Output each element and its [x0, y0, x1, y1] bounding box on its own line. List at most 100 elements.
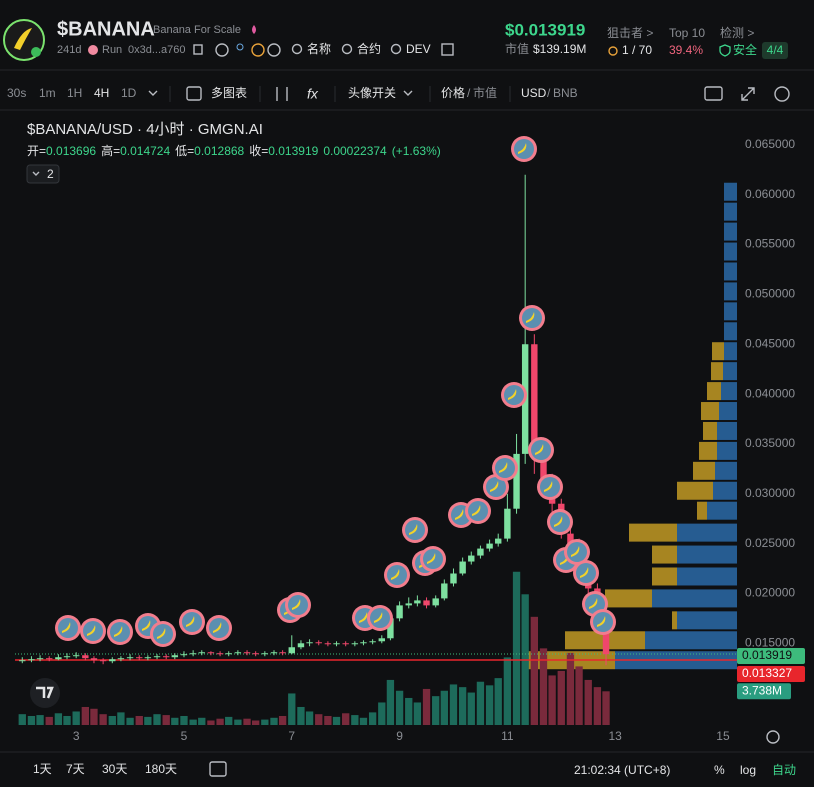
copy-icon[interactable]	[193, 44, 203, 55]
chart-icon[interactable]	[267, 43, 281, 57]
expand-icon[interactable]	[741, 87, 755, 101]
interval[interactable]: 30s	[7, 86, 26, 100]
indicators[interactable]: fx	[307, 86, 319, 102]
search-icon[interactable]	[341, 43, 353, 55]
candle-body	[144, 657, 152, 659]
range-button[interactable]: 30天	[102, 762, 127, 776]
snipers-label[interactable]: 狙击者 >	[607, 26, 653, 40]
candle-body	[90, 658, 98, 661]
settings-icon[interactable]	[774, 86, 790, 102]
range-button[interactable]: 180天	[145, 762, 177, 776]
trade-avatar[interactable]	[384, 562, 410, 588]
candle-body	[540, 453, 547, 484]
hidden-count[interactable]: 2	[47, 167, 54, 181]
trade-avatar[interactable]	[511, 136, 537, 162]
volume-bar	[153, 714, 161, 725]
address[interactable]: 0x3d...a760	[128, 44, 186, 56]
trade-avatar[interactable]	[80, 618, 106, 644]
candle-body	[234, 652, 242, 654]
bnb[interactable]: BNB	[553, 86, 578, 100]
candle-body	[441, 583, 448, 599]
x-tick-label: 7	[288, 729, 295, 743]
avatar-banana	[213, 622, 222, 633]
candle-icon[interactable]	[276, 87, 288, 101]
avatar-banana	[597, 616, 606, 627]
link-contract[interactable]: 合约	[357, 41, 381, 56]
twitter-icon[interactable]	[236, 43, 244, 51]
volume-bar	[602, 691, 610, 725]
scale-option[interactable]: log	[740, 763, 756, 777]
trade-avatar[interactable]	[367, 605, 393, 631]
interval[interactable]: 4H	[94, 86, 109, 100]
volume-bar	[305, 711, 314, 725]
price-mode[interactable]: 价格	[441, 85, 465, 100]
avatar-toggle[interactable]: 头像开关	[348, 86, 396, 100]
date-range-icon[interactable]	[209, 761, 227, 777]
profile-buy	[629, 523, 677, 542]
interval[interactable]: 1H	[67, 86, 82, 100]
trade-avatar[interactable]	[501, 382, 527, 408]
candle-body	[342, 643, 349, 645]
trade-avatar[interactable]	[519, 305, 545, 331]
separator: /	[467, 86, 471, 100]
trade-avatar[interactable]	[492, 455, 518, 481]
warn-icon[interactable]	[251, 43, 265, 57]
candle-body	[324, 643, 332, 645]
trade-avatar[interactable]	[107, 619, 133, 645]
mcap-mode[interactable]: 市值	[473, 85, 497, 100]
check-label[interactable]: 检测 >	[720, 25, 754, 40]
interval[interactable]: 1m	[39, 86, 56, 100]
camera-icon[interactable]	[704, 86, 723, 101]
range-button[interactable]: 7天	[66, 762, 85, 776]
run: Run	[102, 44, 122, 56]
link-name[interactable]: 名称	[307, 41, 331, 56]
candle-body	[387, 618, 394, 639]
axis-settings[interactable]	[766, 730, 780, 744]
share-icon[interactable]	[441, 43, 454, 56]
trade-avatar[interactable]	[420, 546, 446, 572]
volume-bar	[405, 697, 413, 725]
add-icon[interactable]	[186, 86, 202, 101]
trade-avatar[interactable]	[547, 509, 573, 535]
trade-avatar[interactable]	[573, 560, 599, 586]
trade-avatar[interactable]	[564, 539, 590, 565]
scale-option[interactable]: 自动	[772, 763, 796, 777]
multi-chart[interactable]: 多图表	[211, 86, 247, 100]
x-tick-label: 11	[501, 729, 514, 743]
trade-avatar[interactable]	[179, 609, 205, 635]
trade-avatar[interactable]	[206, 615, 232, 641]
trade-avatar[interactable]	[285, 592, 311, 618]
candle-body	[162, 656, 170, 658]
search-icon[interactable]	[291, 43, 303, 55]
trade-avatar[interactable]	[150, 621, 176, 647]
scale-option[interactable]: %	[714, 763, 725, 777]
trade-avatar[interactable]	[55, 615, 81, 641]
range-button[interactable]: 1天	[33, 762, 52, 776]
candle-body	[468, 555, 475, 562]
collapse-button[interactable]	[26, 164, 60, 184]
trade-avatar[interactable]	[590, 609, 616, 635]
trade-avatar[interactable]	[402, 517, 428, 543]
y-tick-label: 0.040000	[745, 386, 795, 400]
profile-buy	[701, 402, 719, 421]
interval[interactable]: 1D	[121, 86, 137, 100]
search-icon[interactable]	[390, 43, 402, 55]
trade-avatar[interactable]	[528, 437, 554, 463]
trade-avatar[interactable]	[465, 498, 491, 524]
volume-bar	[593, 687, 602, 725]
avatar-banana	[391, 569, 400, 580]
profile-buy	[652, 567, 677, 586]
trade-avatar[interactable]	[537, 474, 563, 500]
chevron[interactable]	[148, 90, 158, 96]
chevron	[32, 171, 40, 176]
candle-body	[602, 623, 610, 655]
usd[interactable]: USD	[521, 86, 547, 100]
volume-bar	[108, 715, 116, 725]
profile-sell	[724, 182, 737, 201]
link-dev[interactable]: DEV	[406, 42, 431, 56]
bottom-bar: 1天 7天 30天 180天 21:02:34 (UTC+8)% log 自动	[33, 762, 796, 777]
web-icon[interactable]	[215, 43, 229, 57]
candle-body	[504, 508, 511, 539]
chevron[interactable]	[403, 90, 413, 96]
